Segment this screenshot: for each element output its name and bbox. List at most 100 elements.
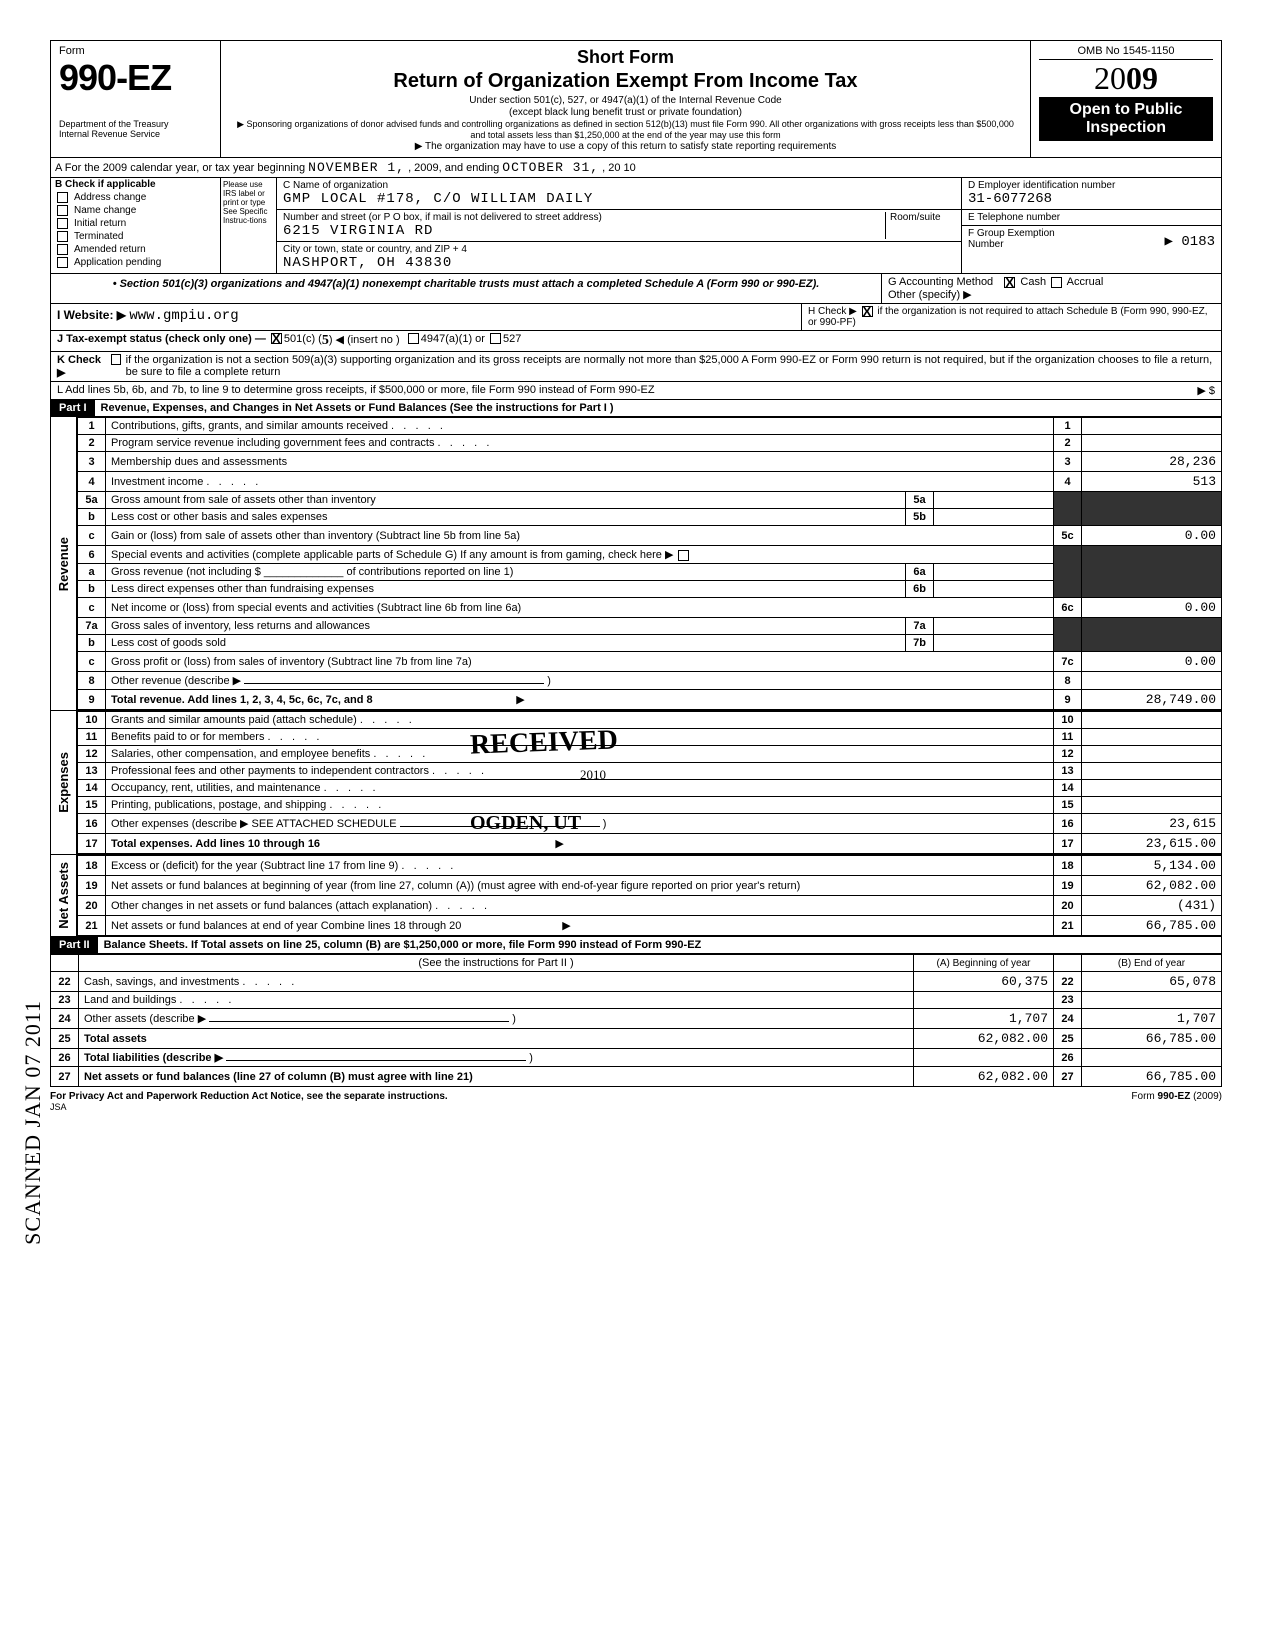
ein-label: D Employer identification number <box>968 180 1215 191</box>
i-label: I Website: ▶ <box>57 308 126 322</box>
line-21-val: 66,785.00 <box>1082 916 1222 936</box>
website: www.gmpiu.org <box>129 308 238 324</box>
privacy-notice: For Privacy Act and Paperwork Reduction … <box>50 1091 448 1102</box>
line-27-a: 62,082.00 <box>914 1067 1054 1087</box>
sec-501c3: • Section 501(c)(3) organizations and 49… <box>51 274 881 303</box>
check-terminated[interactable]: Terminated <box>51 230 220 243</box>
received-stamp: RECEIVED <box>469 725 618 762</box>
tax-year-begin: NOVEMBER 1, <box>308 160 405 175</box>
return-title: Return of Organization Exempt From Incom… <box>229 70 1022 93</box>
check-accrual[interactable] <box>1051 277 1062 288</box>
org-name: GMP LOCAL #178, C/O WILLIAM DAILY <box>283 191 955 207</box>
g-label: G Accounting Method <box>888 276 993 288</box>
tax-year-end: OCTOBER 31, <box>502 160 599 175</box>
row-j: J Tax-exempt status (check only one) — 5… <box>50 331 1222 352</box>
row-i-h: I Website: ▶ www.gmpiu.org H Check ▶ if … <box>50 304 1222 331</box>
check-app-pending[interactable]: Application pending <box>51 256 220 269</box>
street: 6215 VIRGINIA RD <box>283 223 885 239</box>
check-4947[interactable] <box>408 333 419 344</box>
row-a-tax-year: A For the 2009 calendar year, or tax yea… <box>50 158 1222 178</box>
received-date-stamp: 2010 <box>580 767 606 783</box>
line-20-val: (431) <box>1082 896 1222 916</box>
form-footer: Form 990-EZ (2009) <box>1131 1091 1222 1102</box>
line-18-val: 5,134.00 <box>1082 856 1222 876</box>
check-527[interactable] <box>490 333 501 344</box>
row-501c3-g: • Section 501(c)(3) organizations and 49… <box>50 274 1222 304</box>
check-address-change[interactable]: Address change <box>51 191 220 204</box>
line-25-a: 62,082.00 <box>914 1029 1054 1049</box>
group-label2: Number <box>968 239 1165 250</box>
part-2-title: Balance Sheets. If Total assets on line … <box>98 937 708 953</box>
revenue-block: Revenue 1Contributions, gifts, grants, a… <box>50 417 1222 711</box>
net-assets-block: Net Assets 18Excess or (deficit) for the… <box>50 855 1222 937</box>
line-22-a: 60,375 <box>914 972 1054 992</box>
line-9-val: 28,749.00 <box>1082 690 1222 710</box>
street-label: Number and street (or P O box, if mail i… <box>283 212 885 223</box>
city-label: City or town, state or country, and ZIP … <box>283 244 955 255</box>
line-6c-val: 0.00 <box>1082 598 1222 618</box>
ein: 31-6077268 <box>968 191 1215 207</box>
col-please: Please use IRS label or print or type Se… <box>221 178 277 273</box>
check-k[interactable] <box>111 354 121 365</box>
room-label: Room/suite <box>890 212 955 223</box>
col-b-header: (B) End of year <box>1082 955 1222 972</box>
net-assets-label: Net Assets <box>56 862 71 929</box>
form-header: Form 990-EZ Department of the Treasury I… <box>50 40 1222 158</box>
j-501c-num: 5 <box>322 333 329 349</box>
line-27-b: 66,785.00 <box>1082 1067 1222 1087</box>
part-1-title: Revenue, Expenses, and Changes in Net As… <box>95 400 620 416</box>
line-24-a: 1,707 <box>914 1009 1054 1029</box>
dept-treasury: Department of the Treasury <box>59 119 212 129</box>
short-form-title: Short Form <box>229 47 1022 68</box>
line-3-val: 28,236 <box>1082 452 1222 472</box>
line-19-val: 62,082.00 <box>1082 876 1222 896</box>
check-cash[interactable] <box>1004 277 1015 288</box>
h-label: H Check ▶ <box>808 306 857 317</box>
form-id-box: Form 990-EZ Department of the Treasury I… <box>51 41 221 157</box>
col-b-header: B Check if applicable <box>51 178 220 191</box>
l-arrow: ▶ $ <box>1197 384 1215 397</box>
line-25-b: 66,785.00 <box>1082 1029 1222 1049</box>
part-2-header: Part II Balance Sheets. If Total assets … <box>50 937 1222 954</box>
city: NASHPORT, OH 43830 <box>283 255 955 271</box>
open-to-public: Open to Public Inspection <box>1039 97 1213 141</box>
subtitle-1: Under section 501(c), 527, or 4947(a)(1)… <box>229 95 1022 106</box>
check-name-change[interactable]: Name change <box>51 204 220 217</box>
jsa: JSA <box>50 1102 1222 1112</box>
part-2-label: Part II <box>51 937 98 953</box>
col-d-ids: D Employer identification number 31-6077… <box>961 178 1221 273</box>
check-501c[interactable] <box>271 333 282 344</box>
row-k: K Check ▶ if the organization is not a s… <box>50 352 1222 382</box>
irs: Internal Revenue Service <box>59 129 212 139</box>
col-c-org: C Name of organization GMP LOCAL #178, C… <box>277 178 961 273</box>
line-17-val: 23,615.00 <box>1082 834 1222 854</box>
tax-year: 2009 <box>1039 60 1213 97</box>
net-assets-table: 18Excess or (deficit) for the year (Subt… <box>77 855 1222 936</box>
check-amended[interactable]: Amended return <box>51 243 220 256</box>
line-24-b: 1,707 <box>1082 1009 1222 1029</box>
check-gaming[interactable] <box>678 550 689 561</box>
k-text: if the organization is not a section 509… <box>126 354 1215 379</box>
form-title-box: Short Form Return of Organization Exempt… <box>221 41 1031 157</box>
g-other: Other (specify) ▶ <box>888 288 1215 301</box>
expenses-block: Expenses 10Grants and similar amounts pa… <box>50 711 1222 855</box>
expenses-table: 10Grants and similar amounts paid (attac… <box>77 711 1222 854</box>
part-1-header: Part I Revenue, Expenses, and Changes in… <box>50 400 1222 417</box>
omb-number: OMB No 1545-1150 <box>1039 45 1213 60</box>
subtitle-2: (except black lung benefit trust or priv… <box>229 107 1022 118</box>
part-1-label: Part I <box>51 400 95 416</box>
l-text: L Add lines 5b, 6b, and 7b, to line 9 to… <box>57 384 655 397</box>
line-4-val: 513 <box>1082 472 1222 492</box>
part2-instr: (See the instructions for Part II ) <box>79 955 914 972</box>
scanned-stamp: SCANNED JAN 07 2011 <box>20 1000 46 1245</box>
org-name-label: C Name of organization <box>283 180 955 191</box>
revenue-table: 1Contributions, gifts, grants, and simil… <box>77 417 1222 710</box>
check-initial-return[interactable]: Initial return <box>51 217 220 230</box>
line-22-b: 65,078 <box>1082 972 1222 992</box>
j-label: J Tax-exempt status (check only one) — <box>57 333 266 349</box>
group-number: ▶ 0183 <box>1165 233 1215 250</box>
line-5c-val: 0.00 <box>1082 526 1222 546</box>
subtitle-3: ▶ Sponsoring organizations of donor advi… <box>229 119 1022 140</box>
check-h[interactable] <box>862 306 873 317</box>
col-b-checks: B Check if applicable Address change Nam… <box>51 178 221 273</box>
